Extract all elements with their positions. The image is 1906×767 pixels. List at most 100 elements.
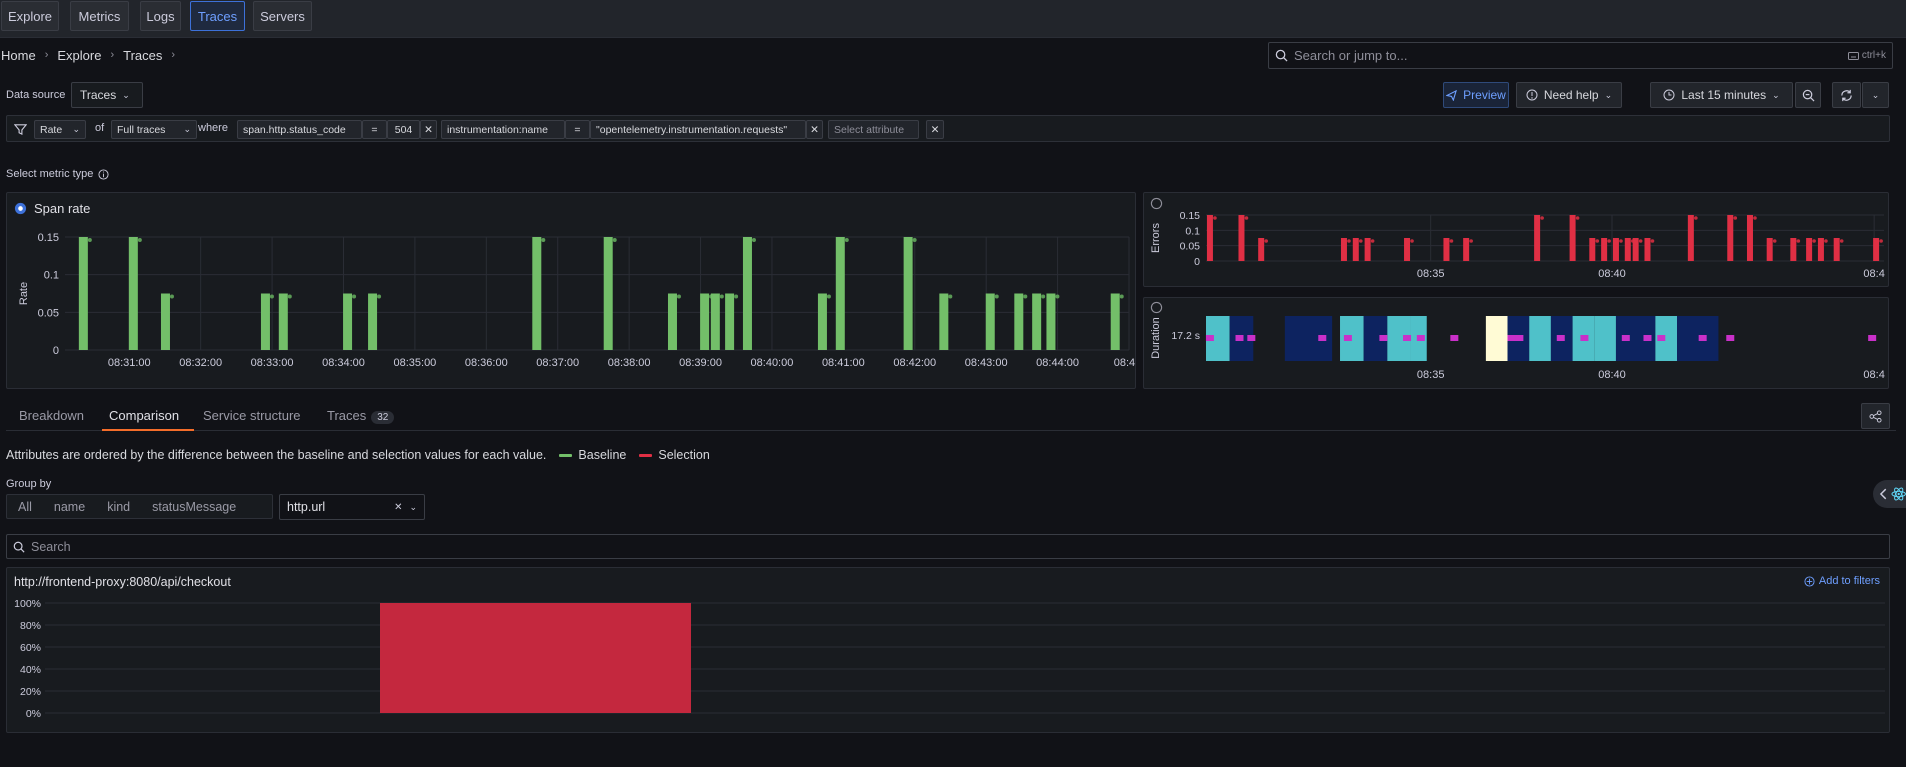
- group-by-selected: http.url: [287, 500, 326, 514]
- span-rate-option[interactable]: Span rate: [14, 201, 90, 216]
- select-attribute-input[interactable]: Select attribute: [828, 120, 919, 139]
- exemplar-point: [287, 294, 292, 299]
- bar: [1110, 293, 1120, 350]
- attribute-search-placeholder: Search: [31, 539, 71, 554]
- comparison-desc-text: Attributes are ordered by the difference…: [6, 448, 547, 462]
- filter1-operator[interactable]: =: [362, 120, 387, 139]
- bar: [1032, 293, 1042, 350]
- groupby-option-all[interactable]: All: [18, 499, 32, 514]
- breadcrumb-explore[interactable]: Explore: [57, 47, 102, 63]
- exemplar-point: [1595, 239, 1600, 243]
- exemplar-point: [1694, 216, 1698, 220]
- refresh-button[interactable]: [1832, 82, 1861, 108]
- refresh-interval-dropdown[interactable]: ⌄: [1862, 82, 1889, 108]
- exemplar-marker: [1507, 335, 1516, 341]
- group-by-attribute-select[interactable]: http.url ✕ ⌄: [279, 494, 425, 520]
- datasource-label: Data source: [6, 89, 66, 101]
- filter2-remove-button[interactable]: ✕: [806, 120, 823, 139]
- attribute-search-input[interactable]: Search: [6, 534, 1890, 559]
- keyboard-icon: [1847, 51, 1859, 60]
- datasource-select[interactable]: Traces ⌄: [71, 82, 143, 108]
- exemplar-point: [1347, 239, 1351, 243]
- groupby-option-name[interactable]: name: [53, 499, 86, 514]
- y-tick-label: 0: [53, 345, 59, 357]
- breadcrumb: Home › Explore › Traces ›: [1, 47, 175, 63]
- bar: [1238, 215, 1245, 261]
- clock-icon: [1663, 89, 1675, 101]
- datasource-value: Traces: [80, 88, 117, 102]
- filter2-operator[interactable]: =: [565, 120, 590, 139]
- bar: [1046, 293, 1056, 350]
- zoom-out-button[interactable]: [1795, 82, 1821, 108]
- refresh-icon: [1841, 89, 1852, 101]
- y-tick-label: 0.15: [1180, 210, 1201, 222]
- share-button[interactable]: [1861, 403, 1890, 429]
- radio-icon: [14, 202, 27, 215]
- bar: [1340, 238, 1347, 261]
- y-axis-label: Rate: [18, 282, 30, 305]
- groupby-option-statusmessage[interactable]: statusMessage: [152, 499, 237, 514]
- preview-button[interactable]: Preview: [1443, 82, 1509, 108]
- radio-icon[interactable]: [1150, 301, 1163, 314]
- tab-comparison[interactable]: Comparison: [109, 408, 180, 423]
- filter1-value[interactable]: 504: [387, 120, 420, 139]
- tab-breakdown[interactable]: Breakdown: [19, 408, 85, 423]
- chevron-down-icon: ⌄: [122, 89, 130, 100]
- bar: [1463, 238, 1470, 261]
- exemplar-marker: [1450, 335, 1459, 341]
- errors-panel[interactable]: 0 0.05 0.1 0.15 08:35 08:40 08:4 Errors: [1143, 192, 1889, 287]
- filter1-key[interactable]: span.http.status_code: [237, 120, 362, 139]
- exemplar-point: [719, 294, 724, 299]
- exemplar-point: [1023, 294, 1028, 299]
- tab-traces[interactable]: Traces 32: [327, 408, 395, 424]
- add-to-filters-button[interactable]: Add to filters: [1804, 575, 1880, 587]
- bar: [1766, 238, 1773, 261]
- bar: [368, 293, 378, 350]
- zoom-out-icon: [1802, 89, 1814, 101]
- bar: [1364, 238, 1371, 261]
- span-rate-panel[interactable]: Span rate 08:31:00 08:32:00 08:33:00 08:34:…: [6, 192, 1136, 389]
- nav-metrics[interactable]: Metrics: [70, 1, 129, 31]
- chevron-down-icon[interactable]: ⌄: [409, 501, 417, 512]
- exemplar-point: [1264, 239, 1268, 243]
- shortcut-label: ctrl+k: [1861, 50, 1886, 61]
- groupby-option-kind[interactable]: kind: [107, 499, 131, 514]
- nav-traces[interactable]: Traces: [190, 1, 245, 31]
- metric-select[interactable]: Rate ⌄: [34, 120, 86, 139]
- filter1-remove-button[interactable]: ✕: [420, 120, 437, 139]
- breadcrumb-traces[interactable]: Traces: [123, 47, 163, 63]
- filter2-value[interactable]: "opentelemetry.instrumentation.requests": [590, 120, 806, 139]
- chevron-right-icon: ›: [44, 49, 49, 61]
- exemplar-marker: [1379, 335, 1388, 341]
- y-tick-label: 0.05: [1180, 241, 1201, 253]
- need-help-button[interactable]: Need help ⌄: [1516, 82, 1622, 108]
- bar: [700, 293, 710, 350]
- exemplar-point: [1812, 239, 1816, 243]
- bar: [1569, 215, 1576, 261]
- plus-icon: [1804, 575, 1815, 587]
- bar: [817, 293, 827, 350]
- tab-service-structure[interactable]: Service structure: [203, 408, 301, 423]
- nav-logs[interactable]: Logs: [140, 1, 181, 31]
- exemplar-marker: [1318, 335, 1327, 341]
- exemplar-point: [1879, 239, 1883, 243]
- bar: [160, 293, 170, 350]
- group-by-segmented-control: All name kind statusMessage: [6, 494, 273, 519]
- breadcrumb-home[interactable]: Home: [1, 47, 36, 63]
- time-range-picker[interactable]: Last 15 minutes ⌄: [1650, 82, 1793, 108]
- nav-explore[interactable]: Explore: [1, 1, 59, 31]
- filter2-key[interactable]: instrumentation:name: [441, 120, 565, 139]
- global-search[interactable]: Search or jump to... ctrl+k: [1268, 42, 1893, 69]
- exemplar-point: [1119, 294, 1124, 299]
- side-drawer-toggle[interactable]: [1873, 480, 1906, 508]
- exemplar-point: [377, 294, 382, 299]
- exemplar-point: [1540, 216, 1544, 220]
- scope-select[interactable]: Full traces ⌄: [111, 120, 197, 139]
- active-tab-indicator: [102, 429, 194, 431]
- clear-filters-button[interactable]: ✕: [926, 120, 944, 139]
- radio-icon[interactable]: [1150, 197, 1163, 210]
- close-icon[interactable]: ✕: [394, 501, 403, 513]
- search-icon: [13, 541, 25, 553]
- nav-servers[interactable]: Servers: [253, 1, 312, 31]
- duration-panel[interactable]: Duration 17.2 s 08:35 08:40 08:4: [1143, 297, 1889, 389]
